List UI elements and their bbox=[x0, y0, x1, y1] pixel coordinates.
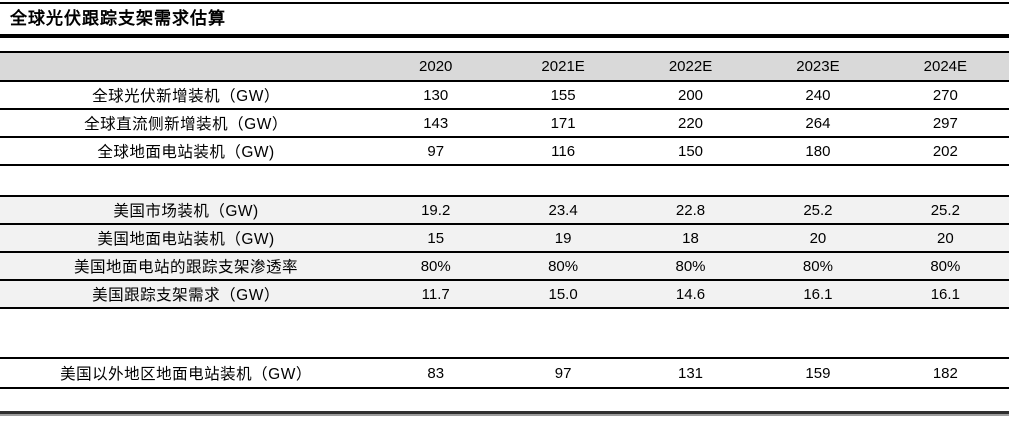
cell-value: 202 bbox=[932, 142, 958, 160]
row-global-dc-side-new-installs: 全球直流侧新增装机（GW） 143 171 220 264 297 bbox=[0, 110, 1009, 138]
table-title: 全球光伏跟踪支架需求估算 bbox=[10, 9, 226, 28]
cell-value: 116 bbox=[551, 142, 576, 160]
cell-value: 20 bbox=[936, 229, 954, 247]
cell-value: 25.2 bbox=[930, 201, 960, 219]
cell-value: 80% bbox=[802, 257, 833, 275]
cell-value: 20 bbox=[809, 229, 827, 247]
cell-value: 97 bbox=[554, 364, 572, 382]
cell-value: 16.1 bbox=[803, 285, 833, 303]
row-label: 全球地面电站装机（GW) bbox=[97, 144, 275, 161]
cell-value: 131 bbox=[678, 364, 704, 382]
row-label: 美国地面电站的跟踪支架渗透率 bbox=[73, 259, 298, 276]
cell-value: 11.7 bbox=[421, 285, 450, 303]
cell-value: 143 bbox=[423, 114, 449, 132]
column-header-2023e: 2023E bbox=[796, 58, 840, 75]
cell-value: 15 bbox=[427, 229, 445, 247]
row-global-ground-station-installs: 全球地面电站装机（GW) 97 116 150 180 202 bbox=[0, 138, 1009, 166]
title-underline-rule bbox=[0, 34, 1009, 38]
section-gap bbox=[0, 309, 1009, 357]
cell-value: 19 bbox=[554, 229, 572, 247]
column-header-2022e: 2022E bbox=[668, 58, 713, 75]
section-gap bbox=[0, 166, 1009, 195]
cell-value: 97 bbox=[427, 142, 445, 160]
cell-value: 19.2 bbox=[421, 201, 451, 219]
column-header-2024e: 2024E bbox=[923, 58, 968, 75]
cell-value: 83 bbox=[427, 364, 445, 382]
spacer bbox=[0, 38, 1009, 51]
cell-value: 80% bbox=[420, 257, 451, 275]
bottom-rule-dark bbox=[0, 411, 1009, 414]
cell-value: 14.6 bbox=[675, 285, 706, 303]
cell-value: 171 bbox=[550, 114, 576, 132]
cell-value: 80% bbox=[675, 257, 706, 275]
row-label: 美国以外地区地面电站装机（GW） bbox=[60, 366, 312, 383]
cell-value: 23.4 bbox=[548, 201, 578, 219]
section-gap bbox=[0, 389, 1009, 411]
row-label: 全球直流侧新增装机（GW） bbox=[84, 116, 288, 133]
cell-value: 297 bbox=[932, 114, 958, 132]
cell-value: 130 bbox=[423, 86, 449, 104]
row-label: 美国地面电站装机（GW) bbox=[97, 231, 275, 248]
cell-value: 22.8 bbox=[675, 201, 706, 219]
cell-value: 182 bbox=[932, 364, 958, 382]
cell-value: 220 bbox=[678, 114, 704, 132]
cell-value: 240 bbox=[805, 86, 831, 104]
row-label: 全球光伏新增装机（GW） bbox=[92, 88, 280, 105]
row-us-market-installs: 美国市场装机（GW) 19.2 23.4 22.8 25.2 25.2 bbox=[0, 195, 1009, 225]
cell-value: 80% bbox=[548, 257, 579, 275]
bottom-rule-gray bbox=[0, 414, 1009, 416]
row-us-ground-station-installs: 美国地面电站装机（GW) 15 19 18 20 20 bbox=[0, 225, 1009, 253]
row-us-tracker-demand: 美国跟踪支架需求（GW） 11.7 15.0 14.6 16.1 16.1 bbox=[0, 281, 1009, 309]
cell-value: 150 bbox=[678, 142, 704, 160]
cell-value: 25.2 bbox=[803, 201, 833, 219]
row-us-tracker-penetration: 美国地面电站的跟踪支架渗透率 80% 80% 80% 80% 80% bbox=[0, 253, 1009, 281]
table-header-row: 2020 2021E 2022E 2023E 2024E bbox=[0, 51, 1009, 82]
row-label: 美国跟踪支架需求（GW） bbox=[92, 287, 280, 304]
column-header-2021e: 2021E bbox=[541, 58, 585, 75]
cell-value: 200 bbox=[678, 86, 704, 104]
column-header-2020: 2020 bbox=[419, 58, 453, 75]
row-label: 美国市场装机（GW) bbox=[113, 203, 259, 220]
cell-value: 159 bbox=[805, 364, 831, 382]
row-global-pv-new-installs: 全球光伏新增装机（GW） 130 155 200 240 270 bbox=[0, 82, 1009, 110]
row-ex-us-ground-station-installs: 美国以外地区地面电站装机（GW） 83 97 131 159 182 bbox=[0, 357, 1009, 389]
cell-value: 18 bbox=[682, 229, 699, 247]
cell-value: 155 bbox=[550, 86, 576, 104]
cell-value: 180 bbox=[805, 142, 831, 160]
top-rule bbox=[0, 2, 1009, 4]
cell-value: 80% bbox=[930, 257, 961, 275]
cell-value: 264 bbox=[805, 114, 831, 132]
cell-value: 270 bbox=[932, 86, 958, 104]
cell-value: 16.1 bbox=[930, 285, 960, 303]
cell-value: 15.0 bbox=[548, 285, 578, 303]
spacer bbox=[0, 416, 1009, 423]
